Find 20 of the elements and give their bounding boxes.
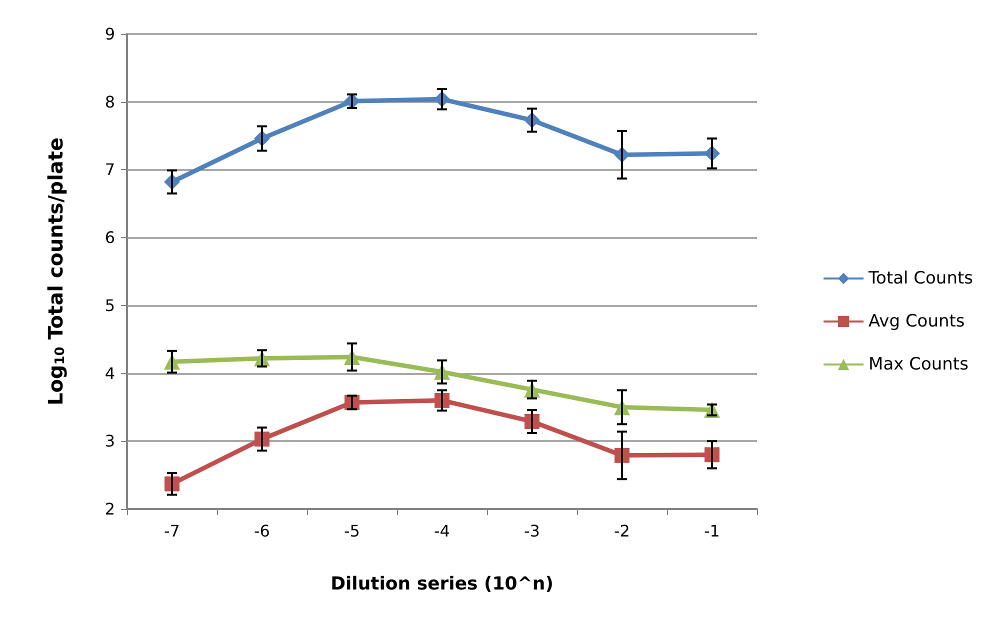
y-tick-label: 3 xyxy=(104,432,115,451)
y-tick-label: 8 xyxy=(104,92,115,112)
x-tick-label: -2 xyxy=(614,522,630,540)
y-tick-label: 9 xyxy=(104,24,115,44)
x-tick-label: -4 xyxy=(434,522,450,540)
y-tick-label: 5 xyxy=(104,296,115,315)
x-tick-label: -7 xyxy=(164,522,180,540)
y-tick-label: 6 xyxy=(104,228,115,248)
y-tick-label: 4 xyxy=(104,364,115,383)
legend-label: Total Counts xyxy=(868,268,974,288)
y-axis-title: Log10 Total counts/plate xyxy=(44,137,68,406)
legend-label: Avg Counts xyxy=(868,312,965,332)
x-tick-label: -3 xyxy=(524,522,540,540)
x-tick-label: -5 xyxy=(344,522,360,540)
x-tick-label: -1 xyxy=(704,522,720,540)
y-tick-label: 7 xyxy=(104,160,115,180)
x-tick-label: -6 xyxy=(254,522,270,540)
y-tick-label: 2 xyxy=(104,500,115,518)
legend-label: Max Counts xyxy=(868,354,969,374)
x-axis-title: Dilution series (10^n) xyxy=(330,574,554,594)
